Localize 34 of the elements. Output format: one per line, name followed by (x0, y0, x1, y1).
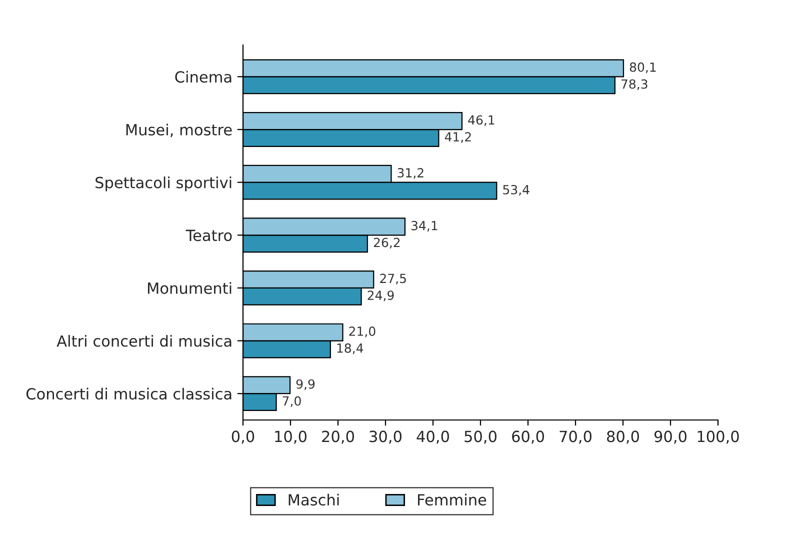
y-tick-label: Altri concerti di musica (56, 334, 232, 347)
x-tick-label: 10,0 (275, 430, 306, 444)
x-tick-label: 20,0 (322, 430, 354, 444)
data-label: 41,2 (444, 132, 471, 143)
y-tick-label: Spettacoli sportivi (96, 176, 232, 192)
data-label: 53,4 (503, 184, 530, 196)
x-tick-label: 80,0 (607, 430, 639, 444)
y-tick-label: Concerti di musica classica (26, 388, 232, 400)
x-tick-label: 50,0 (464, 430, 496, 444)
data-label: 18,4 (337, 343, 364, 354)
y-tick-label: Musei, mostre (126, 124, 232, 138)
x-tick-label: 40,0 (416, 430, 449, 444)
legend-label: Femmine (418, 494, 486, 506)
x-tick-label: 70,0 (560, 430, 592, 444)
x-tick-label: 0,0 (232, 430, 254, 444)
x-tick-label: 30,0 (370, 430, 402, 444)
data-label: 34,1 (411, 220, 438, 232)
y-tick-label: Cinema (175, 70, 232, 83)
x-tick-label: 90,0 (654, 430, 686, 444)
x-tick-label: 60,0 (512, 430, 544, 444)
legend-label: Maschi (288, 494, 339, 506)
y-tick-label: Teatro (186, 230, 232, 242)
x-tick-label: 100,0 (698, 430, 739, 444)
data-label: 24,9 (368, 290, 394, 302)
data-label: 21,0 (349, 326, 376, 338)
data-label: 7,0 (282, 396, 301, 407)
data-label: 78,3 (622, 79, 648, 90)
data-label: 80,1 (630, 62, 656, 74)
data-label: 26,2 (374, 238, 400, 248)
data-label: 31,2 (398, 168, 424, 179)
data-label: 9,9 (296, 379, 315, 390)
data-label: 46,1 (468, 115, 494, 126)
y-tick-label: Monumenti (148, 282, 232, 294)
data-label: 27,5 (380, 274, 406, 284)
